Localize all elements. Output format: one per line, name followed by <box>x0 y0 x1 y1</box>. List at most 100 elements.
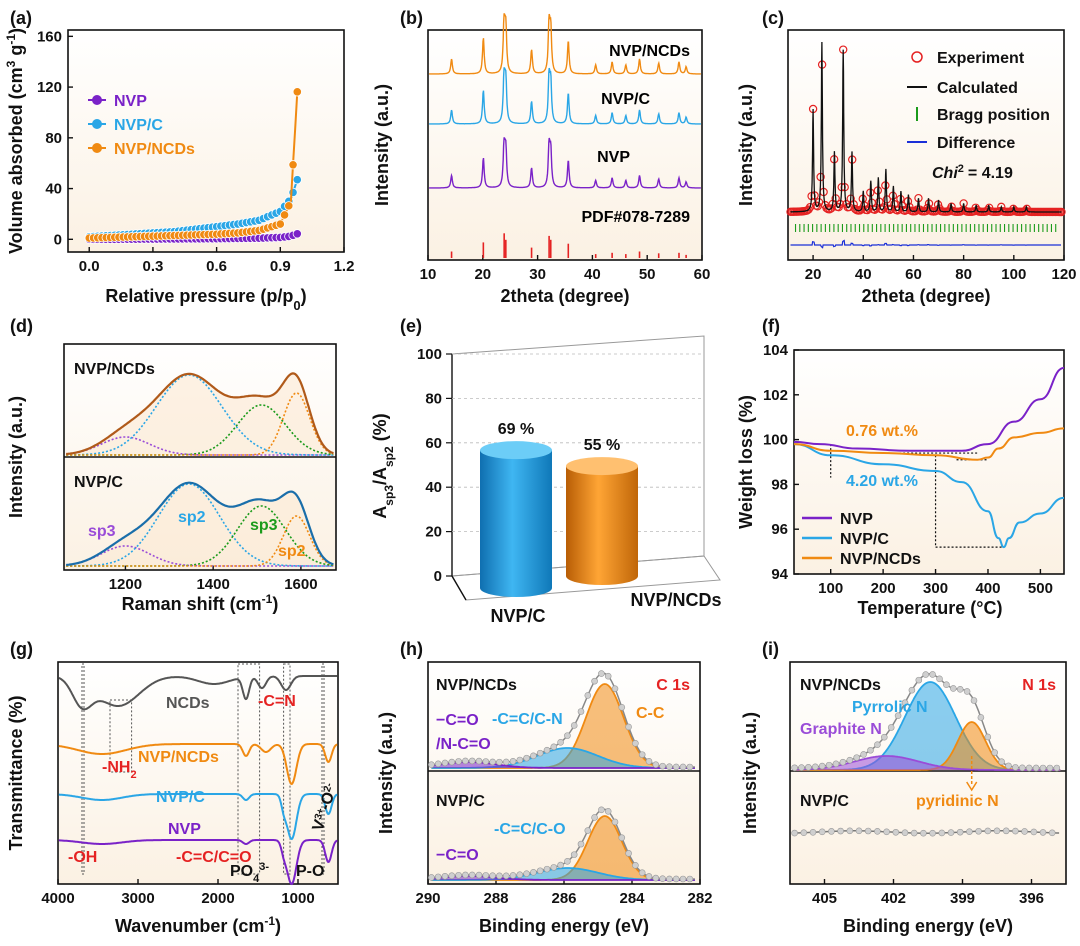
xps-n-data-point <box>805 763 812 771</box>
panel-h-xtick-label: 290 <box>415 890 440 907</box>
xps-data-point <box>564 858 571 865</box>
panel-e: (e) 0 20 40 60 80 100 69 % 55 % NVP/C NVP/NCDs… <box>370 316 722 626</box>
xps-component-fill <box>431 816 697 880</box>
xps-data-point <box>428 874 435 881</box>
xps-n-data-point <box>853 754 861 761</box>
panel-d-label-sp2-b: sp2 <box>278 543 306 560</box>
tga-curve-nvpncds <box>793 427 1065 461</box>
panel-i-label-pyridinic: pyridinic N <box>916 793 999 810</box>
raman-component-sp2 <box>66 374 334 456</box>
xps-data-point <box>536 867 544 875</box>
panel-i-y-axis-label: Intensity (a.u.) <box>740 712 760 834</box>
xps-data-point <box>543 746 551 754</box>
xps-n-data-point <box>811 763 819 771</box>
panel-h-series <box>428 670 697 883</box>
xps-data-point <box>462 757 469 765</box>
band-guide <box>321 663 325 875</box>
ftir-curve-ncds <box>58 675 338 711</box>
panel-g-group-cn: -C=N <box>258 693 296 710</box>
nvpc-n1s-point <box>910 829 918 837</box>
xps-data-point <box>686 763 694 771</box>
panel-i-label-pyrrolic: Pyrrolic N <box>852 699 928 716</box>
panel-a-xtick-label: 0.9 <box>270 258 291 275</box>
nvpc-n1s-point <box>1030 828 1038 836</box>
panel-g-label-nvpc: NVP/C <box>156 789 205 806</box>
band-guide <box>109 699 133 773</box>
nvpc-n1s-point <box>883 828 890 836</box>
panel-g-group-nh2: -NH2 <box>102 759 137 781</box>
panel-b-xtick-label: 20 <box>474 266 491 283</box>
nvpc-n1s-point <box>947 829 955 836</box>
panel-a-ytick-label: 0 <box>54 231 62 248</box>
panel-b-xtick-label: 50 <box>639 266 656 283</box>
xps-data-point <box>462 871 469 879</box>
pyridinic-arrowhead <box>966 781 978 792</box>
legend-experiment: Experiment <box>937 50 1025 67</box>
xps-data-point <box>652 761 660 768</box>
panel-f-xtick-label: 500 <box>1028 580 1053 597</box>
panel-c-xtick-label: 100 <box>1001 266 1026 283</box>
panel-h-plot-area <box>427 661 701 885</box>
xps-n-data-point <box>874 741 881 748</box>
xps-data-point <box>598 670 605 677</box>
panel-h-xtick-label: 282 <box>687 890 712 907</box>
panel-f-annotation-0: 0.76 wt.% <box>846 423 918 440</box>
xps-n-data-point <box>846 756 854 764</box>
panel-b-xtick-label: 60 <box>694 266 711 283</box>
xps-data-point <box>652 874 660 882</box>
xps-n-data-point <box>1018 764 1026 772</box>
xps-data-point <box>489 758 496 766</box>
xps-n-data-point <box>1053 764 1061 772</box>
panel-d-sample-top: NVP/NCDs <box>74 361 155 378</box>
panel-h-label-nco: /N-C=O <box>436 736 491 753</box>
panel-g-xtick-label: 4000 <box>41 890 74 907</box>
xps-data-point <box>496 758 503 766</box>
panel-g-plot-area <box>57 661 339 885</box>
panel-h-sample-top: NVP/NCDs <box>436 677 517 694</box>
cylinder-bar-nvpc <box>480 450 552 597</box>
xps-data-point <box>679 763 687 771</box>
xps-data-point <box>468 757 476 765</box>
panel-g-x-ticks: 4000 3000 2000 1000 <box>41 879 315 907</box>
xps-data-point <box>448 758 456 766</box>
panel-e-ytick-label: 0 <box>434 568 442 585</box>
panel-f-x-axis-label: Temperature (°C) <box>858 598 1003 618</box>
panel-a-plot-area <box>67 29 345 253</box>
xps-data-point <box>475 757 483 765</box>
raman-fill <box>66 482 334 566</box>
panel-d-series <box>66 372 334 567</box>
xps-n-component-fill <box>794 756 1062 770</box>
nvpc-n1s-point <box>929 829 936 837</box>
xps-data-point <box>502 758 510 766</box>
panel-f-xtick-label: 300 <box>923 580 948 597</box>
legend-label-nvpc: NVP/C <box>840 531 889 548</box>
xps-data-point <box>645 873 653 880</box>
isotherm-point <box>275 219 285 229</box>
panel-c-series <box>786 41 1066 249</box>
xps-data-point <box>611 818 619 826</box>
xps-n-data-point <box>887 724 895 731</box>
cylinder-top <box>480 441 552 460</box>
xrd-pattern-nvpncds <box>429 13 701 75</box>
nvpc-n1s-point <box>818 828 826 836</box>
panel-i-sample-bottom: NVP/C <box>800 793 849 810</box>
panel-d-x-ticks: 1200 1400 1600 <box>109 565 318 593</box>
xps-component-fill <box>431 868 697 880</box>
calculated-profile <box>790 41 1062 213</box>
xps-n-data-point <box>832 760 840 768</box>
xps-n-data-point <box>963 688 971 695</box>
raman-envelope <box>66 481 334 567</box>
panel-c-xtick-label: 120 <box>1051 266 1076 283</box>
isotherm-point <box>292 175 302 185</box>
legend-label-nvp: NVP <box>114 93 147 110</box>
raman-envelope <box>66 372 334 456</box>
panel-g-label-ncds: NCDs <box>166 695 210 712</box>
panel-b-label-nvpncds: NVP/NCDs <box>609 43 690 60</box>
legend-difference: Difference <box>937 135 1015 152</box>
legend-experiment-marker <box>911 51 923 63</box>
xps-data-point <box>604 672 612 680</box>
panel-g-series <box>58 675 338 886</box>
panel-i-x-axis-label: Binding energy (eV) <box>843 916 1013 936</box>
panel-e-y-ticks: 0 20 40 60 80 100 <box>417 346 452 585</box>
panel-h-title: C 1s <box>656 677 690 694</box>
